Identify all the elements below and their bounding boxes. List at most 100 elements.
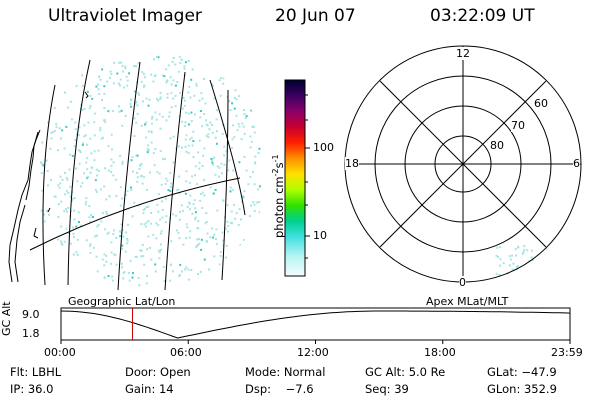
emission-pixel: [131, 155, 134, 158]
mlat-label-60: 60: [534, 97, 548, 110]
emission-pixel: [79, 151, 82, 154]
emission-pixel: [144, 123, 147, 126]
emission-pixel: [164, 182, 167, 185]
emission-pixel: [113, 61, 116, 64]
emission-pixel: [251, 125, 254, 128]
seq-info: Seq: 39: [365, 382, 409, 396]
emission-pixel: [190, 111, 193, 114]
emission-pixel: [204, 222, 207, 225]
emission-pixel: [70, 118, 73, 121]
emission-pixel: [103, 119, 106, 122]
emission-pixel: [97, 88, 100, 91]
emission-pixel: [122, 277, 125, 280]
emission-pixel: [59, 240, 62, 243]
emission-pixel: [165, 177, 168, 180]
emission-pixel: [112, 233, 115, 235]
emission-pixel: [226, 230, 229, 233]
emission-pixel: [172, 79, 175, 82]
emission-pixel: [65, 176, 68, 179]
emission-pixel: [231, 102, 234, 105]
emission-pixel: [235, 98, 238, 101]
emission-pixel: [159, 97, 162, 100]
emission-pixel: [192, 203, 195, 205]
emission-pixel: [214, 238, 217, 241]
emission-pixel: [145, 221, 148, 224]
emission-pixel: [141, 182, 144, 185]
mlt-label-6: 6: [573, 157, 580, 170]
emission-pixel: [237, 122, 240, 125]
emission-pixel: [198, 99, 201, 102]
emission-pixel: [184, 125, 187, 128]
emission-pixel: [191, 68, 194, 71]
emission-pixel: [99, 126, 102, 129]
emission-pixel: [521, 252, 524, 255]
emission-pixel: [511, 268, 514, 271]
emission-pixel: [77, 211, 80, 214]
emission-pixel: [103, 185, 106, 188]
emission-pixel: [229, 109, 232, 111]
emission-pixel: [172, 57, 175, 59]
emission-pixel: [100, 137, 103, 140]
altitude-time-ticks: [60, 340, 571, 344]
apex-label: Apex MLat/MLT: [426, 295, 509, 308]
emission-pixel: [201, 97, 204, 100]
emission-pixel: [112, 161, 115, 164]
emission-pixel: [121, 244, 124, 247]
emission-pixel: [197, 238, 200, 240]
emission-pixel: [179, 273, 182, 276]
emission-pixel: [130, 159, 133, 162]
emission-pixel: [199, 116, 202, 119]
emission-pixel: [80, 224, 83, 227]
emission-pixel: [75, 225, 78, 228]
emission-pixel: [107, 169, 110, 172]
emission-pixel: [146, 150, 149, 153]
emission-pixel: [185, 266, 188, 269]
emission-pixel: [148, 98, 151, 101]
emission-pixel: [78, 162, 81, 165]
emission-pixel: [169, 185, 172, 188]
emission-pixel: [545, 247, 548, 250]
emission-pixel: [153, 75, 156, 78]
emission-pixel: [511, 254, 513, 257]
emission-pixel: [499, 258, 502, 261]
emission-pixel: [174, 105, 177, 108]
emission-pixel: [161, 158, 164, 161]
emission-pixel: [145, 136, 147, 139]
emission-pixel: [96, 234, 99, 237]
emission-pixel: [106, 213, 108, 215]
emission-pixel: [200, 238, 203, 241]
emission-pixel: [157, 99, 160, 102]
emission-pixel: [258, 201, 261, 203]
emission-pixel: [53, 129, 56, 132]
emission-pixel: [165, 119, 168, 122]
emission-pixel: [101, 68, 104, 71]
geographic-label: Geographic Lat/Lon: [68, 295, 176, 308]
emission-pixel: [226, 204, 229, 207]
emission-pixel: [135, 154, 138, 157]
emission-pixel: [249, 175, 252, 178]
emission-pixel: [223, 163, 226, 166]
emission-pixel: [185, 170, 188, 173]
emission-pixel: [166, 179, 169, 182]
emission-pixel: [140, 124, 143, 127]
emission-pixel: [63, 210, 66, 213]
emission-pixel: [220, 162, 223, 165]
emission-pixel: [81, 108, 84, 111]
emission-pixel: [243, 113, 246, 116]
emission-pixel: [181, 120, 183, 123]
emission-pixel: [131, 276, 134, 279]
emission-pixel: [240, 218, 242, 221]
emission-pixel: [223, 154, 226, 157]
emission-pixel: [170, 106, 173, 109]
emission-pixel: [198, 139, 201, 142]
emission-pixel: [105, 254, 108, 257]
emission-pixel: [233, 96, 236, 99]
emission-pixel: [83, 135, 86, 138]
emission-pixel: [87, 175, 90, 178]
emission-pixel: [215, 243, 218, 245]
emission-pixel: [159, 127, 162, 130]
ip-info: IP: 36.0: [10, 382, 54, 396]
emission-pixel: [121, 124, 124, 127]
emission-pixel: [56, 238, 59, 241]
emission-pixel: [163, 75, 166, 78]
